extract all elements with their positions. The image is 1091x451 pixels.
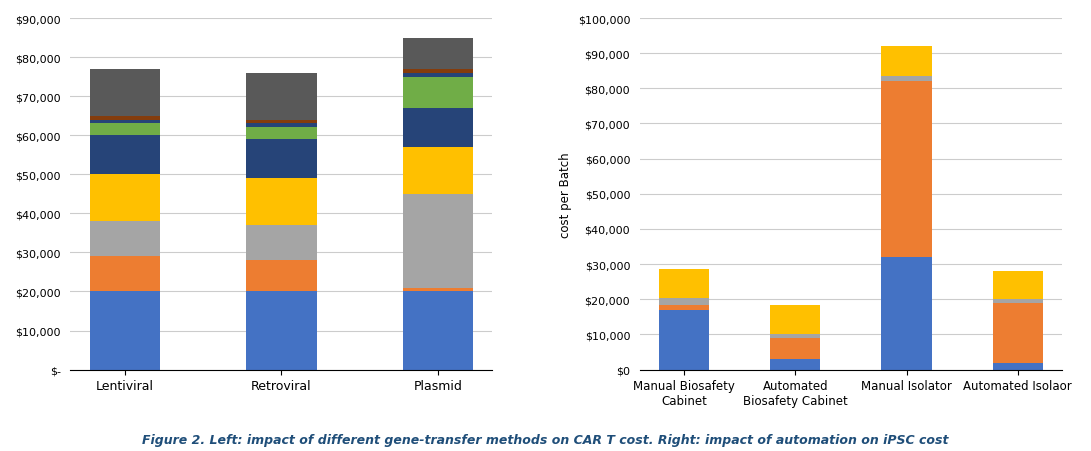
Bar [89,175,160,222]
Bar [89,292,160,370]
Bar [247,140,316,179]
Bar [403,288,473,292]
Bar [247,179,316,226]
Bar [882,77,932,82]
Bar [770,338,820,359]
Text: Figure 2. Left: impact of different gene-transfer methods on CAR T cost. Right: : Figure 2. Left: impact of different gene… [142,433,949,446]
Bar [89,222,160,257]
Bar [770,359,820,370]
Bar [247,226,316,261]
Bar [882,47,932,77]
Bar [89,124,160,136]
Bar [247,124,316,128]
Bar [993,272,1043,299]
Bar [659,310,709,370]
Bar [659,298,709,305]
Bar [403,38,473,69]
Bar [403,147,473,194]
Bar [247,261,316,292]
Bar [882,82,932,258]
Bar [659,270,709,298]
Bar [403,78,473,109]
Bar [770,335,820,338]
Bar [89,69,160,116]
Bar [403,292,473,370]
Bar [247,128,316,140]
Bar [993,303,1043,363]
Bar [882,258,932,370]
Bar [403,69,473,74]
Bar [89,136,160,175]
Bar [89,257,160,292]
Bar [403,74,473,78]
Bar [403,194,473,288]
Bar [770,305,820,335]
Bar [247,74,316,120]
Bar [993,299,1043,303]
Bar [247,292,316,370]
Bar [247,120,316,124]
Y-axis label: cost per Batch: cost per Batch [560,152,572,237]
Bar [993,363,1043,370]
Bar [659,305,709,310]
Bar [403,109,473,147]
Bar [89,120,160,124]
Bar [89,116,160,120]
